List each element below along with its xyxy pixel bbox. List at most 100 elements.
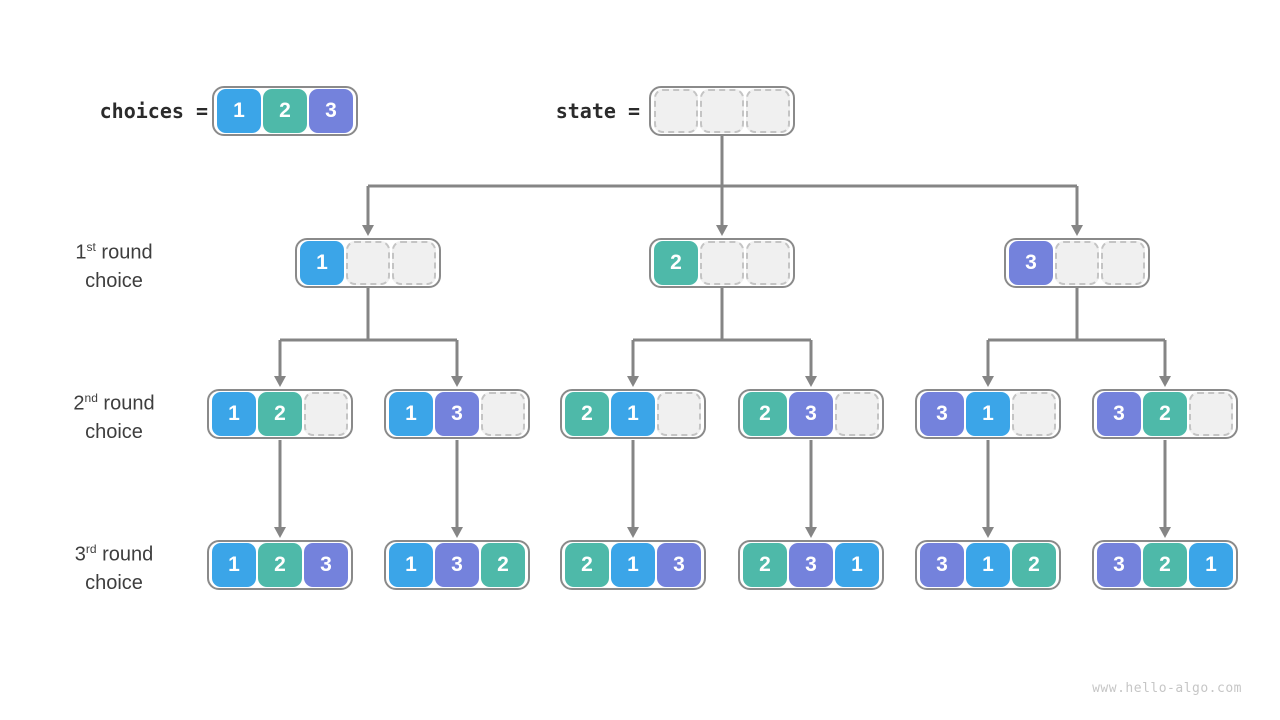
cell-value: 2 (263, 89, 307, 133)
state-label: state = (555, 99, 640, 123)
arrowhead-icon (274, 527, 286, 538)
arrowhead-icon (805, 527, 817, 538)
arrowhead-icon (362, 225, 374, 236)
cell-empty (746, 89, 790, 133)
cell-empty (654, 89, 698, 133)
cell-value: 3 (789, 543, 833, 587)
round-word: round (97, 392, 155, 415)
connector-lines (278, 136, 1167, 527)
choice-word: choice (85, 571, 143, 594)
cell-value: 1 (966, 392, 1010, 436)
cell-value: 2 (1143, 392, 1187, 436)
cell-value: 1 (1189, 543, 1233, 587)
round-number: 1 (75, 241, 87, 264)
arrowhead-icon (1159, 376, 1171, 387)
cell-empty (1012, 392, 1056, 436)
arrowhead-icon (982, 527, 994, 538)
cell-value: 2 (258, 392, 302, 436)
ordinal-suffix: nd (84, 391, 98, 405)
cell-value: 3 (1097, 392, 1141, 436)
cell-empty (746, 241, 790, 285)
ordinal-suffix: st (86, 240, 96, 254)
arrowhead-icon (274, 376, 286, 387)
cell-value: 1 (389, 392, 433, 436)
watermark-url: www.hello-algo.com (1092, 681, 1242, 696)
cell-value: 3 (1097, 543, 1141, 587)
cell-value: 3 (435, 543, 479, 587)
cell-empty (346, 241, 390, 285)
cell-value: 3 (304, 543, 348, 587)
cell-empty (1055, 241, 1099, 285)
cell-value: 1 (212, 543, 256, 587)
cell-value: 2 (565, 392, 609, 436)
array-node-state-root (649, 86, 795, 136)
cell-value: 1 (611, 543, 655, 587)
cell-value: 1 (389, 543, 433, 587)
cell-value: 2 (743, 392, 787, 436)
arrowhead-icon (1071, 225, 1083, 236)
cell-value: 1 (966, 543, 1010, 587)
cell-value: 1 (217, 89, 261, 133)
cell-value: 2 (654, 241, 698, 285)
row-label-round-3: 3rd round choice (28, 535, 200, 597)
array-node-L1-2: 3 (1004, 238, 1150, 288)
row-label-round-1: 1st round choice (28, 233, 200, 295)
choice-word: choice (85, 269, 143, 292)
cell-empty (835, 392, 879, 436)
cell-value: 2 (1012, 543, 1056, 587)
row-label-round-2: 2nd round choice (28, 384, 200, 446)
arrowhead-icon (1159, 527, 1171, 538)
arrowhead-icon (982, 376, 994, 387)
cell-value: 1 (212, 392, 256, 436)
cell-empty (700, 89, 744, 133)
arrowhead-icon (451, 376, 463, 387)
cell-value: 3 (920, 543, 964, 587)
choice-word: choice (85, 420, 143, 443)
round-number: 2 (73, 392, 85, 415)
array-node-L1-1: 2 (649, 238, 795, 288)
arrowhead-icon (627, 376, 639, 387)
cell-empty (657, 392, 701, 436)
arrowhead-icon (451, 527, 463, 538)
choices-label: choices = (99, 99, 208, 123)
cell-value: 2 (1143, 543, 1187, 587)
cell-value: 2 (565, 543, 609, 587)
round-number: 3 (74, 543, 86, 566)
cell-value: 3 (309, 89, 353, 133)
cell-empty (700, 241, 744, 285)
arrowhead-icon (627, 527, 639, 538)
round-word: round (96, 543, 154, 566)
cell-value: 1 (300, 241, 344, 285)
cell-value: 3 (789, 392, 833, 436)
arrowhead-icon (716, 225, 728, 236)
cell-value: 1 (611, 392, 655, 436)
array-node-L1-0: 1 (295, 238, 441, 288)
cell-value: 2 (743, 543, 787, 587)
ordinal-suffix: rd (85, 542, 97, 556)
cell-empty (481, 392, 525, 436)
round-word: round (95, 241, 153, 264)
cell-value: 3 (657, 543, 701, 587)
cell-value: 3 (435, 392, 479, 436)
cell-value: 2 (481, 543, 525, 587)
cell-value: 2 (258, 543, 302, 587)
cell-empty (1101, 241, 1145, 285)
arrowhead-icon (805, 376, 817, 387)
cell-value: 3 (1009, 241, 1053, 285)
cell-empty (1189, 392, 1233, 436)
